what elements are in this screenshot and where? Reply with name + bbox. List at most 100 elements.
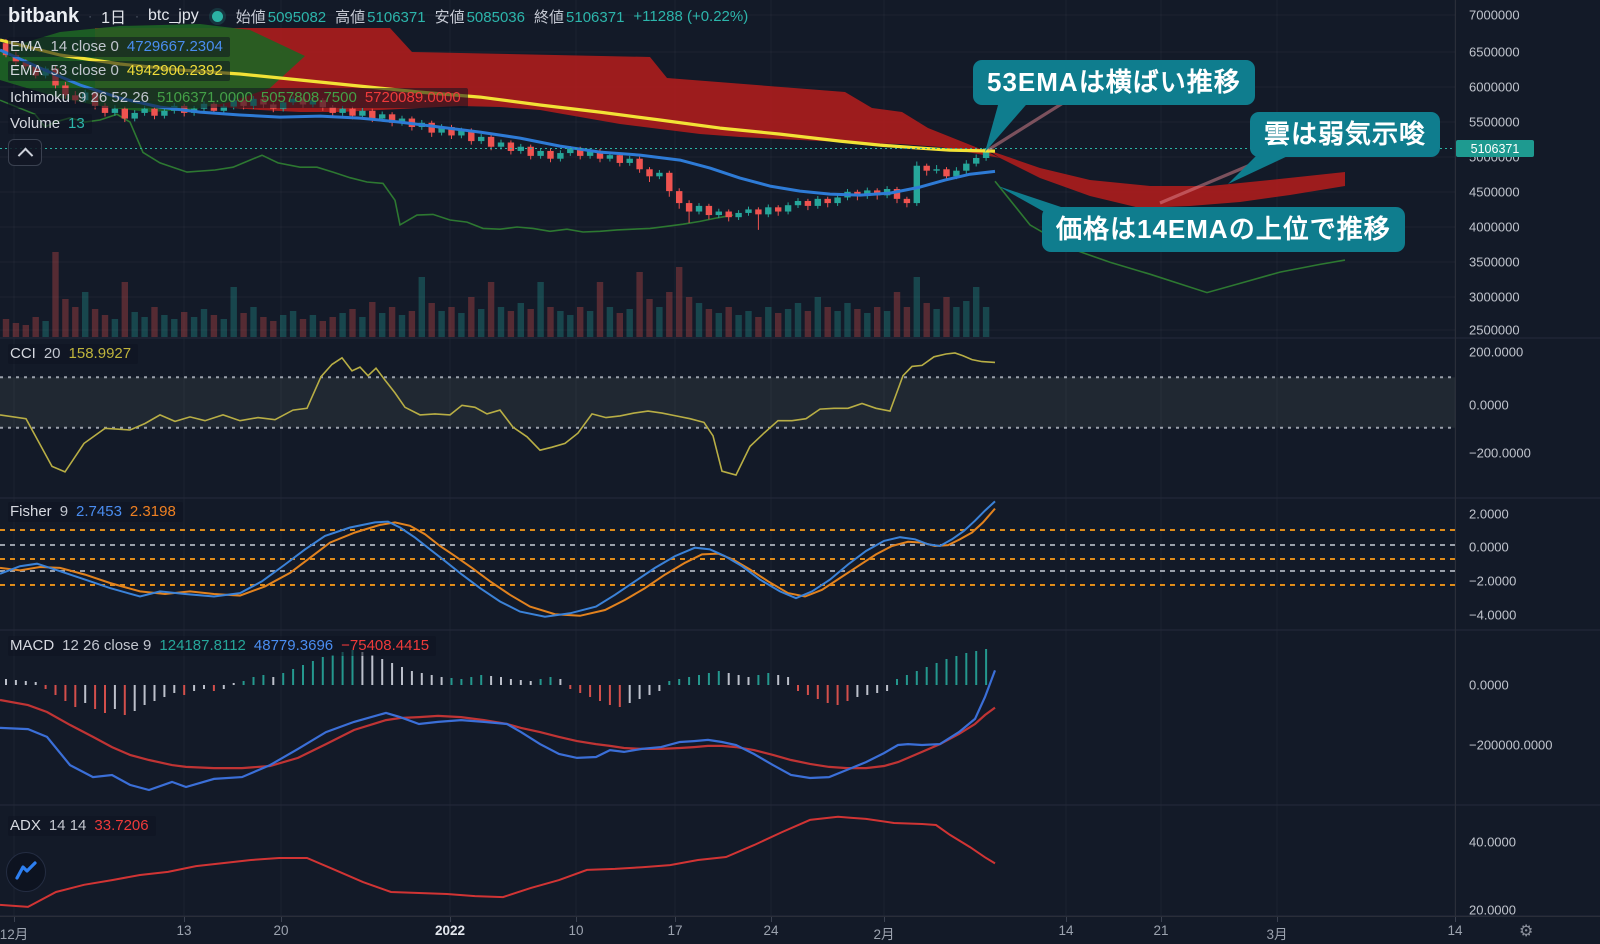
volume-bar [418, 277, 425, 337]
macd-axis-label: 0.0000 [1469, 677, 1509, 693]
symbol-name[interactable]: bitbank [8, 4, 80, 27]
volume-bar [586, 311, 594, 337]
time-axis-label: 12月 [0, 927, 29, 942]
volume-bar [280, 315, 287, 337]
cci-axis-label: 200.0000 [1469, 344, 1524, 360]
volume-bar [468, 297, 475, 337]
annotation-14ema[interactable]: 価格は14EMAの上位で推移 [1042, 207, 1405, 252]
volume-bar [903, 307, 911, 337]
legend-volume[interactable]: Volume 13 [8, 114, 92, 134]
volume-value: 13 [68, 115, 85, 132]
price-axis-label: 6500000 [1469, 44, 1520, 60]
gear-icon[interactable]: ⚙ [1519, 923, 1534, 940]
fisher-trigger-value: 2.3198 [129, 503, 176, 520]
legend-fisher[interactable]: Fisher 9 2.7453 2.3198 [8, 502, 183, 522]
candle-body [913, 165, 920, 204]
annotation-tail [985, 98, 1032, 152]
volume-bar [973, 287, 980, 337]
candle-body [893, 188, 901, 199]
candle-body [478, 136, 485, 142]
legend-ema14[interactable]: EMA 14 close 0 4729667.2304 [8, 37, 230, 57]
candle-body [329, 107, 336, 113]
candle-body [982, 148, 990, 159]
volume-bar [408, 311, 416, 337]
fisher-axis-label: 0.0000 [1469, 539, 1509, 555]
macd-value: 48779.3696 [253, 637, 334, 654]
volume-bar [62, 299, 69, 337]
candle-body [101, 105, 109, 113]
time-axis-tick [281, 917, 282, 922]
candle-body [468, 130, 475, 142]
adx-line [0, 815, 996, 908]
volume-bar [676, 267, 683, 337]
volume-bar [844, 303, 851, 337]
tradingview-logo-icon[interactable] [6, 852, 46, 892]
volume-bar [111, 319, 119, 337]
time-axis-tick [884, 917, 885, 922]
ohlc-low: 安値 5085036 [434, 8, 525, 26]
candle-body [438, 127, 445, 133]
volume-bar [745, 311, 752, 337]
candle-body [973, 158, 980, 164]
legend-ichimoku[interactable]: Ichimoku 9 26 52 26 5106371.0000 5057808.75… [8, 88, 468, 108]
candle-body [388, 114, 396, 123]
volume-bar [982, 307, 990, 337]
time-axis-tick [1277, 917, 1278, 922]
candle-body [765, 207, 772, 215]
volume-bar [72, 307, 79, 337]
candle-body [705, 205, 713, 216]
legend-cci[interactable]: CCI 20 158.9927 [8, 344, 139, 364]
ohlc-close: 終値 5106371 [534, 8, 625, 26]
candle-body [458, 130, 465, 136]
chart-header: bitbank · 1日 · btc_jpy 始値 5095082 高値 51063… [8, 4, 748, 28]
candle-body [626, 158, 633, 163]
time-axis-tick [184, 917, 185, 922]
price-axis[interactable]: 7000000 6500000 6000000 5500000 5000000 45000… [1455, 0, 1600, 918]
candle-body [695, 205, 703, 212]
macd-signal-line [0, 698, 996, 770]
volume-bar [784, 309, 792, 337]
volume-bar [487, 282, 495, 337]
interval-label[interactable]: 1日 [101, 10, 127, 27]
legend-ema53[interactable]: EMA 53 close 0 4942900.2392 [8, 61, 230, 81]
cci-band [0, 377, 1455, 428]
candle-body [735, 212, 742, 218]
time-axis-tick [1066, 917, 1067, 922]
volume-bar [161, 315, 168, 337]
pair-label[interactable]: btc_jpy [148, 7, 199, 24]
volume-bar [814, 297, 821, 337]
time-axis-label: 3月 [1266, 927, 1288, 942]
time-axis-label: 2月 [873, 927, 895, 942]
candle-body [428, 122, 435, 133]
volume-bar [527, 309, 534, 337]
header-separator: · [88, 9, 93, 23]
volume-bar [854, 309, 861, 337]
cci-axis-label: 0.0000 [1469, 397, 1509, 413]
annotation-cloud[interactable]: 雲は弱気示唆 [1250, 112, 1441, 157]
volume-bar [299, 319, 307, 337]
candle-body [547, 150, 554, 159]
ichimoku-value-2: 5057808.7500 [260, 89, 357, 106]
candle-body [448, 127, 455, 136]
volume-bar [725, 307, 732, 337]
candle-body [784, 205, 792, 212]
time-axis[interactable]: 12月 13 20 2022 10 17 24 2月 14 21 3月 14 [0, 916, 1600, 944]
candle-body [577, 148, 584, 156]
legend-adx[interactable]: ADX 14 14 33.7206 [8, 816, 156, 836]
candle-body [507, 142, 515, 151]
time-axis-label: 20 [273, 923, 289, 938]
volume-bar [775, 313, 782, 337]
volume-bar [755, 317, 762, 337]
volume-bar [22, 325, 29, 337]
volume-bar [804, 311, 812, 337]
legend-macd[interactable]: MACD 12 26 close 9 124187.8112 48779.3696 −7… [8, 636, 437, 656]
annotation-53ema[interactable]: 53EMAは横ばい推移 [973, 60, 1255, 105]
volume-bar [953, 307, 960, 337]
collapse-pane-button[interactable] [8, 139, 42, 166]
candle-body [161, 110, 168, 116]
candle-body [745, 209, 752, 213]
time-axis-tick [1455, 917, 1456, 922]
fisher-axis-label: −4.0000 [1469, 607, 1517, 623]
candle-body [369, 110, 376, 119]
volume-bar [210, 315, 218, 337]
